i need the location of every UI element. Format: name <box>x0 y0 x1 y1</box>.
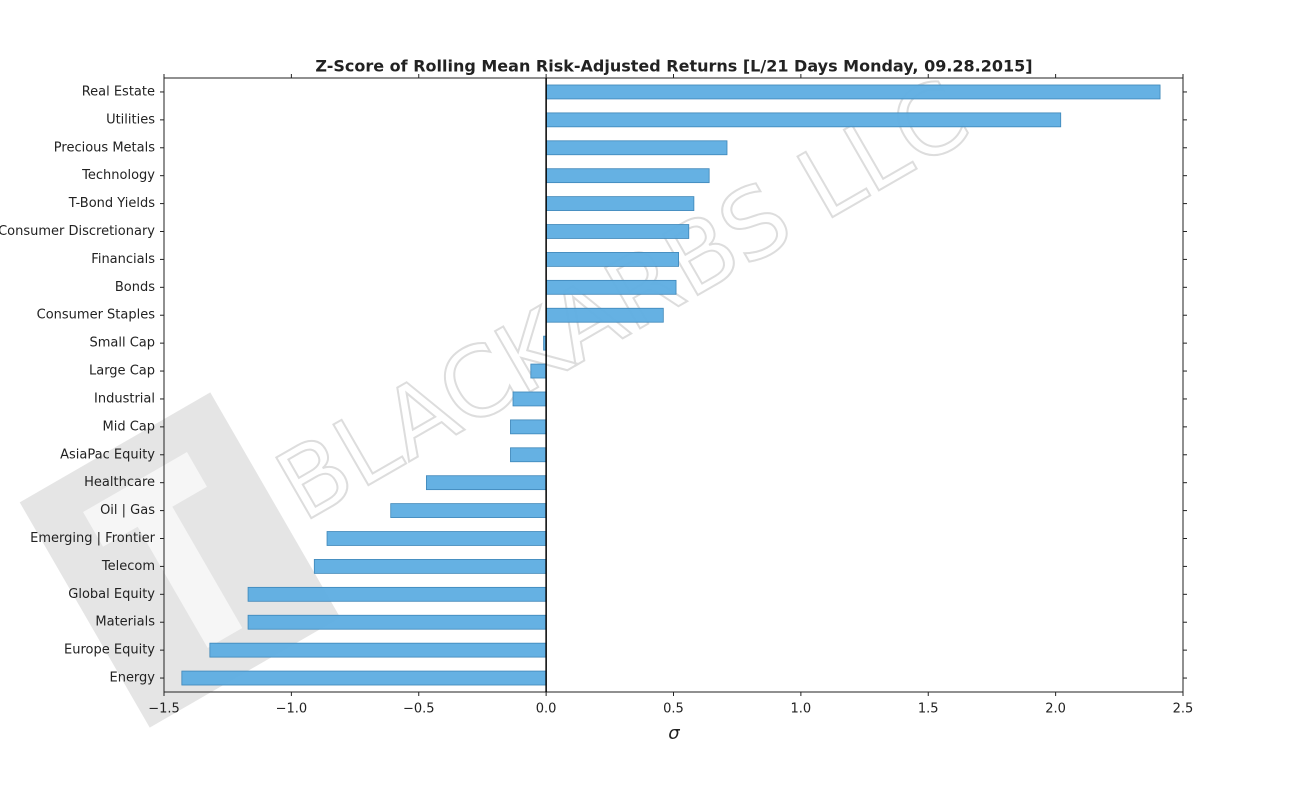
bar <box>510 447 547 463</box>
bar <box>545 168 710 184</box>
bar <box>545 252 679 267</box>
x-tick-label: −1.5 <box>148 702 180 717</box>
y-tick-label: Technology <box>81 168 155 183</box>
bar <box>545 279 677 295</box>
y-tick-label: Real Estate <box>82 84 155 99</box>
bar <box>530 363 547 379</box>
bar <box>390 503 547 518</box>
y-tick-label: Telecom <box>101 559 155 574</box>
bar <box>326 531 547 546</box>
y-tick-label: Europe Equity <box>64 643 155 658</box>
watermark-text: BLACKARBS LLC <box>259 58 987 543</box>
y-tick-label: T-Bond Yields <box>68 196 155 211</box>
bar <box>545 84 1161 100</box>
bar <box>545 224 690 239</box>
y-tick-label: Emerging | Frontier <box>30 531 155 546</box>
y-tick-label: AsiaPac Equity <box>60 447 155 462</box>
bar <box>545 112 1062 128</box>
bar <box>545 140 728 156</box>
logo-glyph <box>83 452 243 648</box>
bar <box>545 307 664 323</box>
y-tick-label: Precious Metals <box>54 140 155 155</box>
y-tick-label: Energy <box>109 671 155 686</box>
y-tick-label: Oil | Gas <box>100 503 155 518</box>
x-tick-label: 2.0 <box>1045 702 1066 717</box>
x-tick-label: 2.5 <box>1173 702 1194 717</box>
bar <box>425 475 547 491</box>
x-tick-label: −0.5 <box>403 702 435 717</box>
y-tick-label: Healthcare <box>84 475 155 490</box>
x-tick-label: 0.0 <box>536 702 557 717</box>
y-tick-label: Large Cap <box>89 364 155 379</box>
bar <box>510 419 547 435</box>
chart-title: Z-Score of Rolling Mean Risk-Adjusted Re… <box>315 57 1032 76</box>
bar <box>545 196 695 211</box>
bar <box>247 614 547 630</box>
bar <box>313 559 547 574</box>
x-tick-label: −1.0 <box>276 702 308 717</box>
bar <box>209 642 547 658</box>
y-tick-label: Financials <box>91 252 155 267</box>
bar <box>512 391 547 407</box>
y-tick-label: Consumer Discretionary <box>0 224 155 239</box>
y-tick-label: Consumer Staples <box>37 308 156 323</box>
y-tick-label: Mid Cap <box>102 419 155 434</box>
x-tick-label: 1.0 <box>791 702 812 717</box>
y-tick-label: Bonds <box>115 280 155 295</box>
y-tick-label: Global Equity <box>68 587 155 602</box>
x-axis-label: σ <box>668 723 680 744</box>
bar <box>247 586 547 602</box>
y-tick-label: Materials <box>95 615 155 630</box>
x-tick-label: 0.5 <box>663 702 684 717</box>
y-tick-label: Utilities <box>106 112 155 127</box>
bar <box>181 670 547 686</box>
x-tick-label: 1.5 <box>918 702 939 717</box>
y-tick-label: Industrial <box>94 391 155 406</box>
y-tick-label: Small Cap <box>89 336 155 351</box>
